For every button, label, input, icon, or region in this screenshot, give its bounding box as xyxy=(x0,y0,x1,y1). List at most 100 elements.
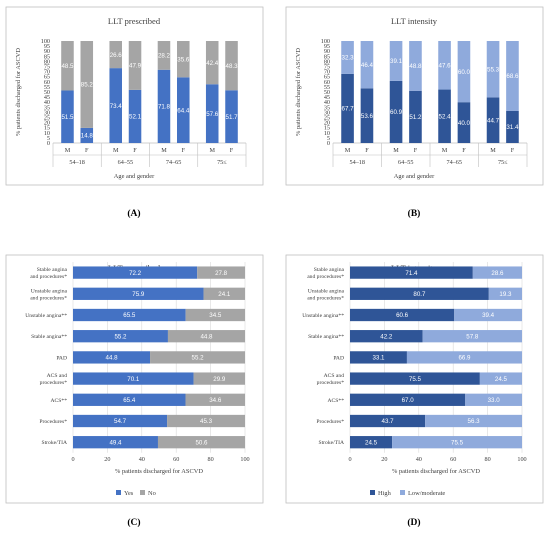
panel-b-data-label: 31.4 xyxy=(506,124,519,131)
panel-c-data-label: 29.9 xyxy=(213,376,226,383)
chart-marks: 0510152025303540455055606570758085909510… xyxy=(25,38,528,463)
panel-a-bar-segment xyxy=(128,89,142,143)
panel-b-bar-segment xyxy=(341,73,354,143)
panel-b-y-tick-label: 35 xyxy=(324,104,330,111)
panel-c-bar-segment xyxy=(185,393,245,406)
panel-a-data-label: 51.5 xyxy=(61,114,74,121)
panel-a-data-label: 14.8 xyxy=(81,133,94,140)
panel-b-category-label: F xyxy=(462,147,466,154)
panel-a-x-axis-title: Age and gender xyxy=(114,173,155,180)
panel-a-data-label: 28.2 xyxy=(158,53,171,60)
panel-a-data-label: 51.7 xyxy=(226,114,239,121)
panel-a-bar-segment xyxy=(225,90,238,143)
panel-b-bar-segment xyxy=(409,90,422,143)
panel-b-data-label: 51.2 xyxy=(409,114,422,121)
panel-c-bar-segment xyxy=(73,330,168,343)
panel-d-x-tick-label: 40 xyxy=(416,456,422,463)
panel-b-data-label: 68.6 xyxy=(506,73,519,80)
panel-b-group-label: 64–55 xyxy=(398,159,413,166)
panel-a-category-label: M xyxy=(209,147,215,154)
panel-c-x-tick-label: 20 xyxy=(104,456,110,463)
panel-c-bar-segment xyxy=(73,372,194,385)
panel-d-letter: (D) xyxy=(407,517,420,528)
panel-b-y-tick-label: 95 xyxy=(324,43,330,50)
panel-b-bar-segment xyxy=(360,41,374,89)
panel-d-data-label: 57.8 xyxy=(466,333,479,340)
panel-a-y-tick-label: 95 xyxy=(44,43,50,50)
panel-a-category-label: F xyxy=(85,147,89,154)
panel-b-y-tick-label: 90 xyxy=(324,48,330,55)
panel-b-y-tick-label: 65 xyxy=(324,74,330,81)
panel-b-bar-segment xyxy=(486,41,500,98)
panel-b-group-label: 74–65 xyxy=(447,159,462,166)
panel-a-data-label: 71.8 xyxy=(158,104,171,111)
panel-a-data-label: 47.9 xyxy=(129,63,142,70)
panel-a-bar-segment xyxy=(80,41,94,128)
panel-a-category-label: M xyxy=(113,147,119,154)
panel-d-data-label: 24.5 xyxy=(495,376,508,383)
panel-c-category-label: Unstable angina xyxy=(31,288,68,294)
panel-d-category-label: Unstable angina xyxy=(308,288,345,294)
panel-c-category-label: Procedures* xyxy=(39,419,67,425)
panel-a-data-label: 73.4 xyxy=(110,103,123,110)
panel-b-title: LLT intensity xyxy=(391,16,438,26)
panel-a-y-tick-label: 85 xyxy=(44,53,50,60)
panel-b-data-label: 40.0 xyxy=(458,120,471,127)
panel-d-data-label: 28.6 xyxy=(491,270,504,277)
panel-d-data-label: 67.0 xyxy=(402,397,415,404)
panel-c-category-label: Stable angina xyxy=(37,267,68,273)
panel-a-y-tick-label: 70 xyxy=(44,69,50,76)
panel-d-category-label: and procedures* xyxy=(307,274,344,280)
panel-b-data-label: 60.9 xyxy=(390,109,403,116)
panel-a-category-label: F xyxy=(133,147,137,154)
panel-a-group-label: 75≤ xyxy=(217,159,227,166)
panel-d-bar-segment xyxy=(425,414,522,428)
panel-c-data-label: 27.8 xyxy=(215,270,228,277)
panel-a-y-tick-label: 55 xyxy=(44,84,50,91)
panel-d-data-label: 71.4 xyxy=(405,270,418,277)
panel-d-category-label: procedures* xyxy=(317,380,345,386)
panel-a-bar-segment xyxy=(177,77,190,143)
panel-b-y-tick-label: 0 xyxy=(327,140,330,147)
panel-c-bar-segment xyxy=(185,308,245,322)
panel-d-bar-segment xyxy=(465,393,522,406)
panel-c-bar-segment xyxy=(197,266,245,279)
panel-a-category-label: M xyxy=(161,147,167,154)
panel-d-bar-segment xyxy=(350,266,473,279)
panel-c-bar-segment xyxy=(157,436,245,449)
panel-d-bar-segment xyxy=(350,414,426,428)
panel-c-bar-segment xyxy=(73,351,151,364)
panel-c-category-label: and procedures* xyxy=(30,295,67,301)
panel-b-bar-segment xyxy=(409,41,422,91)
panel-d-x-tick-label: 0 xyxy=(348,456,351,463)
panel-d-category-label: ACS** xyxy=(328,398,345,404)
panel-a-y-tick-label: 75 xyxy=(44,64,50,71)
panel-b-data-label: 44.7 xyxy=(487,117,500,124)
panel-c-data-label: 34.6 xyxy=(209,397,222,404)
panel-b-category-label: F xyxy=(414,147,418,154)
panel-c-data-label: 49.4 xyxy=(109,439,122,446)
panel-b-y-tick-label: 45 xyxy=(324,94,330,101)
panel-c-category-label: and procedures* xyxy=(30,274,67,280)
panel-a-y-tick-label: 40 xyxy=(44,99,50,106)
panel-a-data-label: 85.2 xyxy=(81,82,94,89)
panel-b-data-label: 60.0 xyxy=(458,69,471,76)
panel-b-y-tick-label: 50 xyxy=(324,89,330,96)
panel-a-y-tick-label: 10 xyxy=(44,130,50,137)
panel-b-data-label: 52.4 xyxy=(439,113,452,120)
panel-a-data-label: 35.6 xyxy=(177,56,190,63)
panel-a-y-tick-label: 60 xyxy=(44,79,50,86)
panel-c-category-label: Stroke/TIA xyxy=(42,440,67,446)
panel-d-x-tick-label: 80 xyxy=(485,456,491,463)
panel-b-y-axis-title: % patients discharged for ASCVD xyxy=(295,48,302,136)
panel-d-category-label: and procedures* xyxy=(307,295,344,301)
panel-d-data-label: 75.5 xyxy=(409,376,422,383)
panel-b-x-axis-title: Age and gender xyxy=(394,173,435,180)
panel-c-data-label: 24.1 xyxy=(218,291,231,298)
panel-d-bar-segment xyxy=(422,330,522,343)
panel-d-data-label: 43.7 xyxy=(382,418,395,425)
panel-b-y-tick-label: 80 xyxy=(324,58,330,65)
panel-a-y-tick-label: 65 xyxy=(44,74,50,81)
panel-c-data-label: 65.5 xyxy=(123,312,136,319)
